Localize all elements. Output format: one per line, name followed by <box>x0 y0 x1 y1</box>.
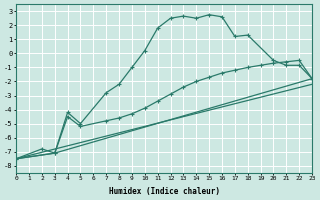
X-axis label: Humidex (Indice chaleur): Humidex (Indice chaleur) <box>108 187 220 196</box>
